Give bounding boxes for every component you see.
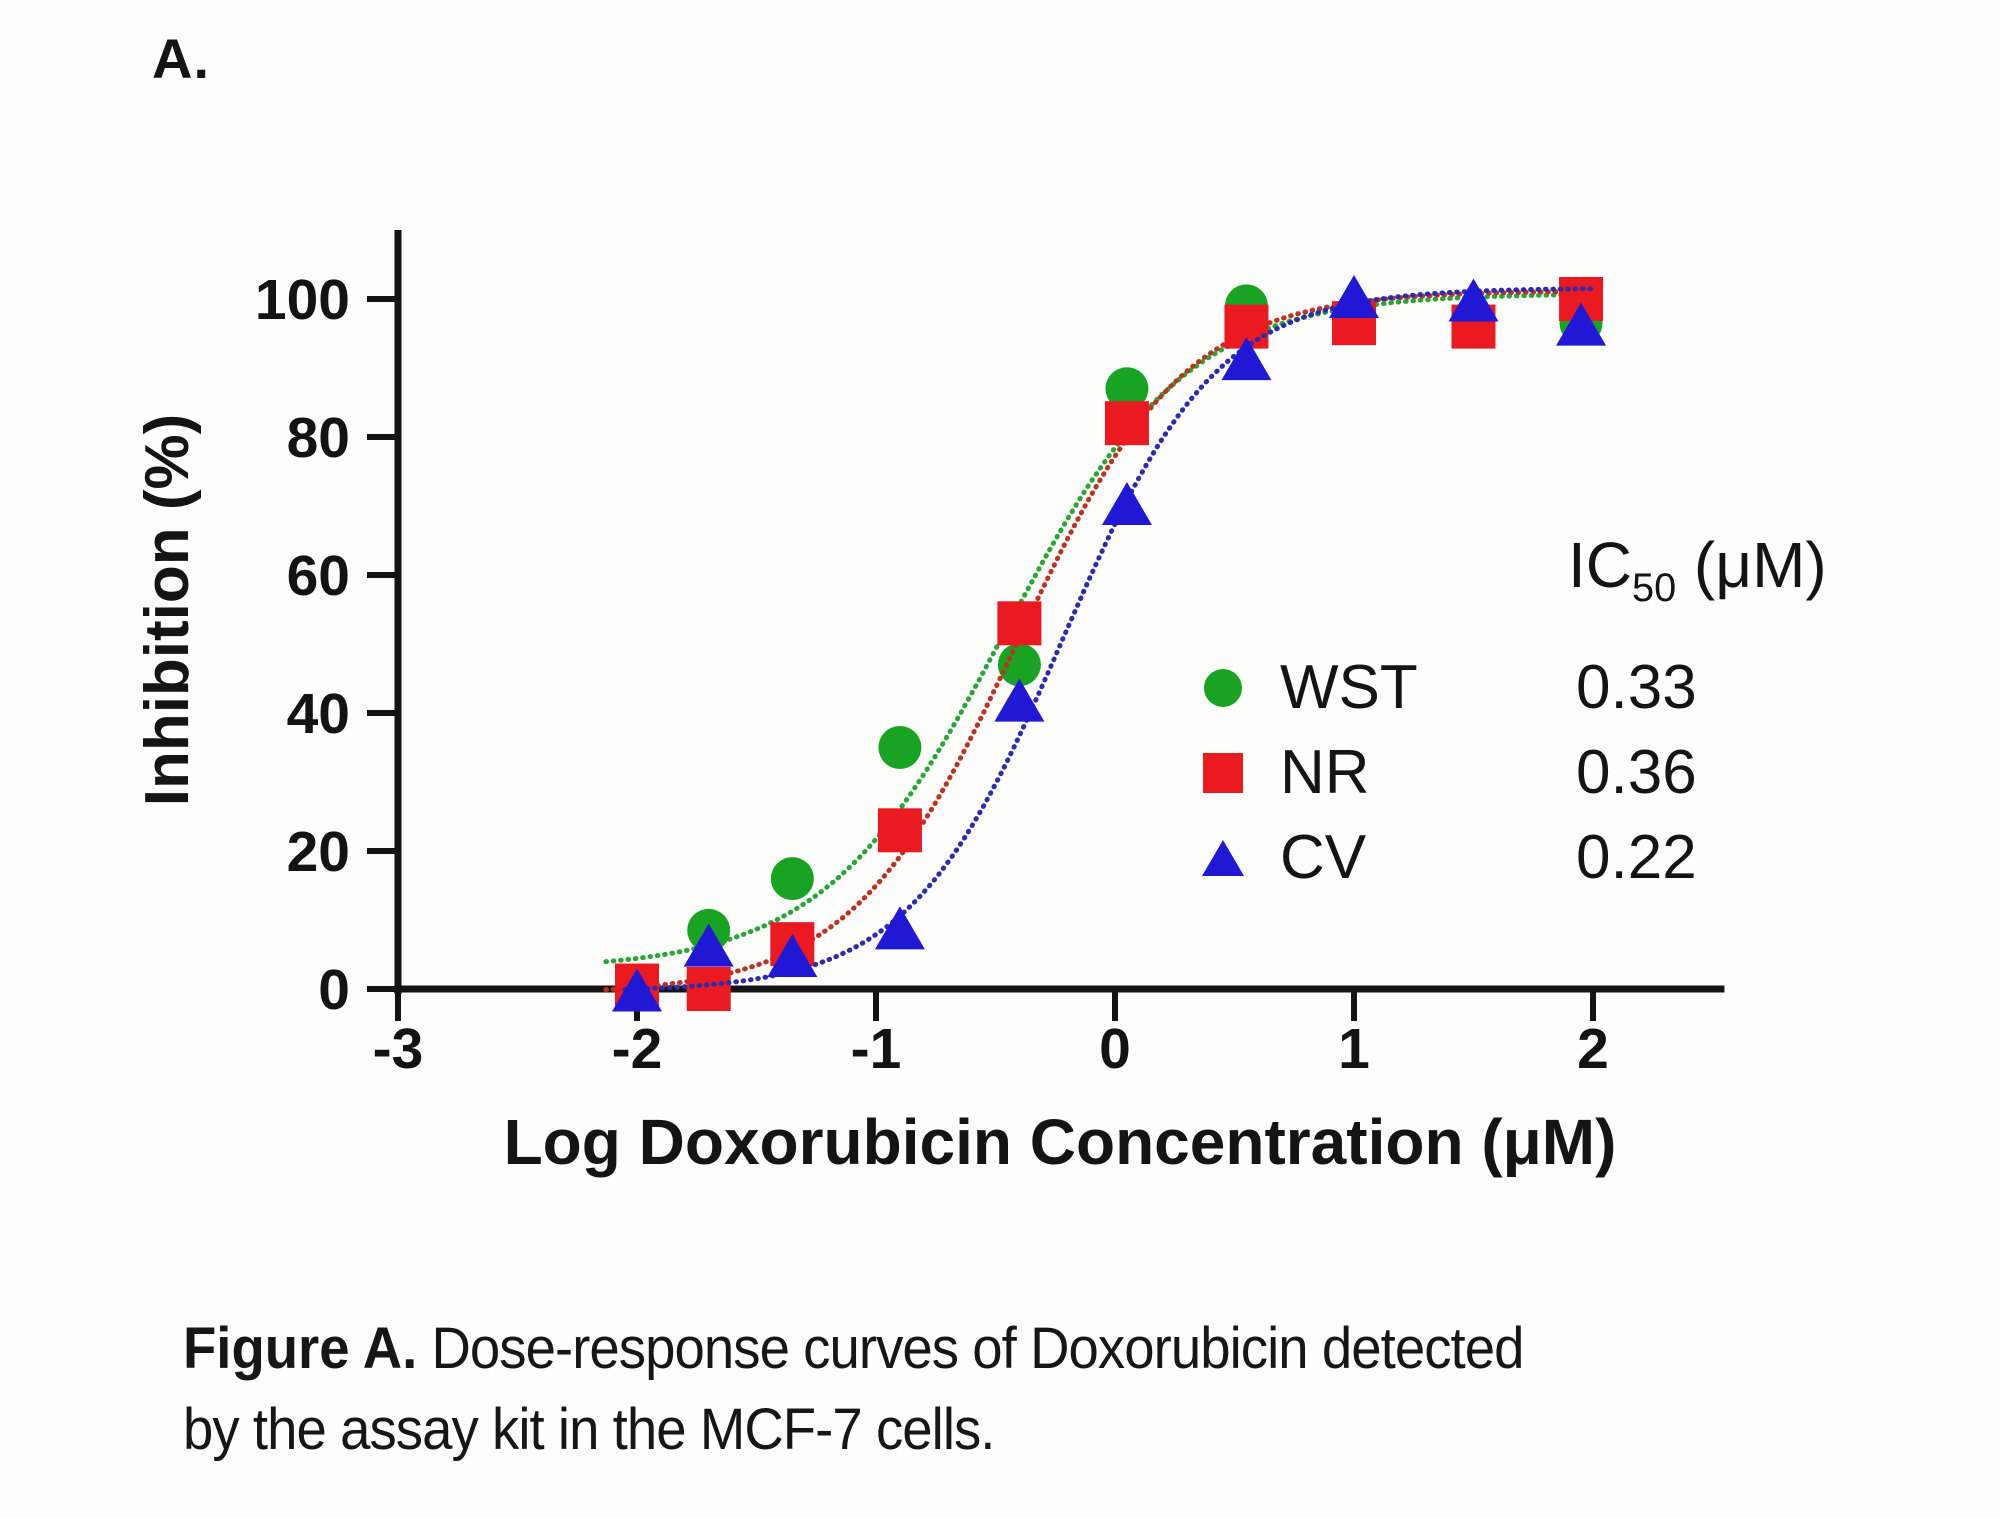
legend-value-cv: 0.22 [1576, 823, 1697, 892]
nr-data-point [997, 601, 1042, 646]
y-tick-label: 0 [318, 958, 350, 1022]
panel-label: A. [152, 27, 210, 90]
wst-data-point [770, 857, 814, 901]
x-tick-label: -1 [851, 1017, 902, 1081]
ic50-subscript: 50 [1632, 565, 1677, 610]
x-tick-label: 1 [1338, 1017, 1370, 1081]
x-axis-title: Log Doxorubicin Concentration (μM) [503, 1106, 1617, 1178]
y-tick-label: 60 [287, 544, 350, 608]
y-axis-title: Inhibition (%) [133, 413, 202, 807]
legend-row-cv: CV 0.22 [1165, 815, 1697, 900]
nr-square-icon [1202, 752, 1243, 793]
cv-data-point [874, 906, 925, 950]
cv-data-point [1101, 482, 1152, 525]
cv-data-point [1556, 302, 1607, 346]
ic50-suffix: (μM) [1676, 529, 1827, 601]
legend-label-nr: NR [1280, 738, 1370, 807]
y-tick-label: 20 [287, 820, 350, 884]
caption-figure-label: Figure A. [183, 1316, 418, 1381]
cv-data-point [683, 923, 734, 967]
cv-data-point [1221, 337, 1272, 381]
legend-header: IC50 (μM) [1568, 528, 1827, 611]
wst-data-point [1105, 367, 1149, 411]
x-tick-label: 0 [1099, 1017, 1131, 1081]
cv-data-point [1329, 275, 1379, 318]
y-tick-label: 40 [287, 682, 350, 746]
legend-value-nr: 0.36 [1576, 738, 1697, 807]
nr-data-point [877, 808, 922, 853]
x-tick-label: -3 [373, 1017, 424, 1081]
cv-data-point [612, 968, 662, 1012]
legend-value-wst: 0.33 [1576, 653, 1697, 722]
legend-row-nr: NR 0.36 [1165, 730, 1697, 815]
nr-data-point [1104, 401, 1149, 446]
legend-row-wst: WST 0.33 [1165, 645, 1697, 730]
ic50-prefix: IC [1568, 529, 1632, 601]
legend-label-cv: CV [1280, 823, 1367, 892]
caption-line2: by the assay kit in the MCF-7 cells. [183, 1397, 995, 1462]
cv-data-point [994, 678, 1045, 722]
x-tick-label: -2 [612, 1017, 663, 1081]
wst-data-point [878, 726, 922, 769]
legend-label-wst: WST [1280, 653, 1418, 722]
cv-data-point [767, 933, 818, 977]
dose-response-plot: 0 20 40 60 80 100 -3 -2 -1 0 1 2 [255, 230, 1725, 1081]
nr-data-point [686, 967, 731, 1011]
caption-line1: Figure A. Dose-response curves of Doxoru… [183, 1316, 1524, 1381]
x-tick-label: 2 [1577, 1017, 1609, 1081]
y-tick-label: 80 [287, 406, 350, 470]
wst-fit-curve [603, 292, 1594, 965]
wst-circle-icon [1203, 668, 1242, 707]
cv-triangle-icon [1201, 839, 1244, 876]
legend-rows: WST 0.33 NR 0.36 CV 0.22 [1165, 645, 1697, 900]
y-tick-label: 100 [255, 268, 350, 332]
cv-data-point [1448, 278, 1499, 322]
wst-data-point [997, 643, 1041, 687]
figure-caption: Figure A. Dose-response curves of Doxoru… [183, 1308, 1837, 1470]
